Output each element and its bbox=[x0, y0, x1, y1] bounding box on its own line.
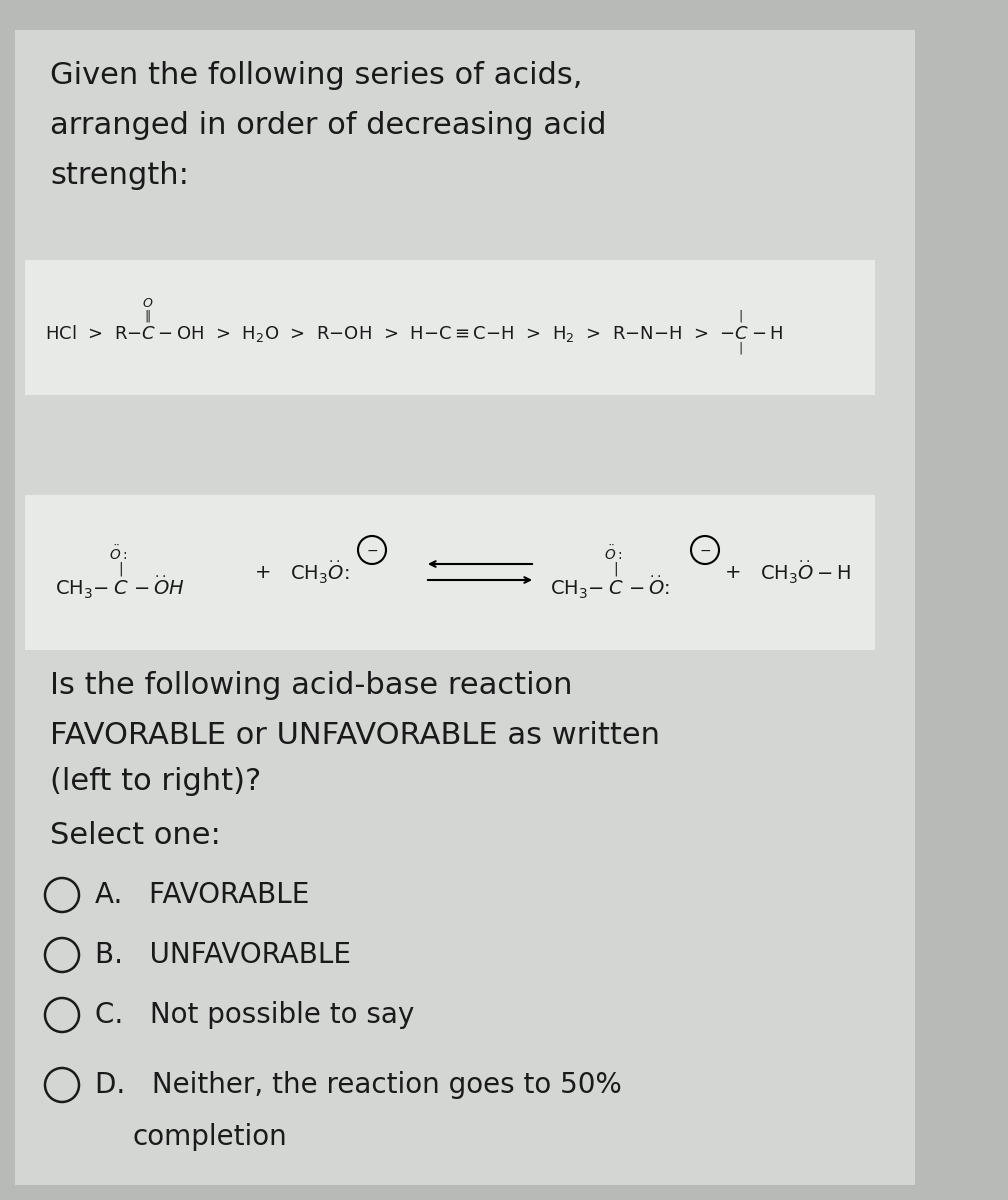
FancyBboxPatch shape bbox=[25, 494, 875, 650]
Text: B.   UNFAVORABLE: B. UNFAVORABLE bbox=[95, 941, 351, 970]
Text: Select one:: Select one: bbox=[50, 821, 221, 850]
Text: FAVORABLE or UNFAVORABLE as written: FAVORABLE or UNFAVORABLE as written bbox=[50, 720, 660, 750]
Text: strength:: strength: bbox=[50, 161, 188, 190]
Text: HCl  >  R$-\overset{O}{\overset{\|}{C}}-$OH  >  H$_2$O  >  R$-$OH  >  H$-$C$\equ: HCl > R$-\overset{O}{\overset{\|}{C}}-$O… bbox=[45, 296, 783, 358]
FancyBboxPatch shape bbox=[25, 260, 875, 395]
Text: Given the following series of acids,: Given the following series of acids, bbox=[50, 60, 583, 90]
FancyBboxPatch shape bbox=[15, 30, 915, 1186]
Text: arranged in order of decreasing acid: arranged in order of decreasing acid bbox=[50, 110, 607, 139]
Text: completion: completion bbox=[133, 1123, 287, 1151]
Text: C.   Not possible to say: C. Not possible to say bbox=[95, 1001, 414, 1028]
Text: +: + bbox=[255, 563, 271, 582]
Text: +: + bbox=[725, 563, 742, 582]
Text: A.   FAVORABLE: A. FAVORABLE bbox=[95, 881, 309, 910]
Text: Is the following acid-base reaction: Is the following acid-base reaction bbox=[50, 671, 573, 700]
Text: $-$: $-$ bbox=[366, 542, 378, 557]
Text: CH$_3$$-\overset{\ddot{O}:}{\overset{|}{C}}-\overset{..}{O}H$: CH$_3$$-\overset{\ddot{O}:}{\overset{|}{… bbox=[55, 544, 185, 601]
Text: CH$_3$$-\overset{\ddot{O}:}{\overset{|}{C}}-\overset{..}{O}$:: CH$_3$$-\overset{\ddot{O}:}{\overset{|}{… bbox=[550, 544, 670, 601]
Text: CH$_3\overset{..}{O}$:: CH$_3\overset{..}{O}$: bbox=[290, 558, 350, 586]
Text: D.   Neither, the reaction goes to 50%: D. Neither, the reaction goes to 50% bbox=[95, 1070, 622, 1099]
Text: $-$: $-$ bbox=[699, 542, 711, 557]
Text: (left to right)?: (left to right)? bbox=[50, 768, 261, 797]
Text: CH$_3\overset{..}{O}-$H: CH$_3\overset{..}{O}-$H bbox=[760, 558, 852, 586]
